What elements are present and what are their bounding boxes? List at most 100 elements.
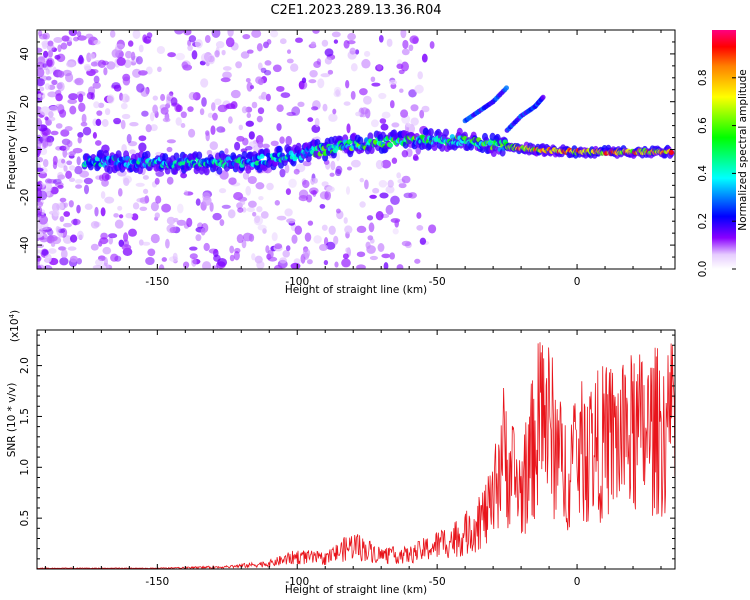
- spectrogram-cell: [321, 224, 328, 231]
- spectrogram-cell: [121, 113, 131, 120]
- spectrogram-y-tick-label: 20: [19, 95, 31, 108]
- spectrogram-cell: [60, 249, 68, 259]
- spectrogram-cell: [165, 238, 170, 249]
- spectrogram-cell: [335, 165, 343, 175]
- spectrogram-cell: [69, 165, 76, 171]
- spectrogram-cell: [241, 151, 248, 160]
- spectrogram-cell: [241, 239, 247, 249]
- spectrogram-cell: [175, 52, 186, 61]
- spectrogram-cell: [37, 181, 43, 192]
- spectrogram-cell: [44, 116, 49, 121]
- spectrogram-cell: [408, 89, 417, 98]
- spectrogram-cell: [77, 35, 87, 41]
- spectrogram-cell: [89, 53, 96, 60]
- spectrogram-cell: [229, 245, 235, 254]
- spectrogram-cell: [266, 39, 272, 45]
- spectrogram-cell: [94, 206, 99, 217]
- spectrogram-cell: [365, 241, 371, 250]
- spectrogram-cell: [45, 57, 55, 68]
- spectrogram-cell: [346, 123, 351, 134]
- spectrogram-cell: [38, 86, 45, 92]
- spectrogram-cell: [279, 257, 287, 264]
- spectrogram-cell: [92, 265, 103, 269]
- spectrogram-cell: [234, 141, 241, 151]
- spectrogram-cell: [78, 102, 86, 112]
- spectrogram-cell: [401, 240, 412, 247]
- spectrogram-cell: [74, 179, 83, 184]
- spectrogram-cell: [237, 196, 248, 202]
- spectrogram-cell: [81, 113, 87, 124]
- spectrogram-cell: [65, 61, 76, 68]
- spectrogram-cell: [220, 77, 231, 83]
- spectrogram-cell: [258, 195, 264, 201]
- spectrogram-cell: [123, 232, 129, 242]
- spectrogram-cell: [242, 171, 250, 180]
- spectrogram-cell: [355, 111, 361, 117]
- spectrogram-cell: [355, 49, 360, 55]
- spectrogram-cell: [284, 164, 290, 174]
- spectrogram-cell: [327, 69, 334, 75]
- spectrogram-cell: [396, 264, 404, 269]
- spectrogram-cell: [401, 175, 411, 184]
- spectrogram-cell: [254, 255, 263, 264]
- spectrogram-cell: [90, 69, 99, 74]
- spectrogram-cell: [170, 97, 178, 106]
- spectrogram-cell: [400, 30, 407, 39]
- spectrogram-cell: [370, 119, 379, 128]
- spectrogram-cell: [180, 122, 186, 129]
- spectrogram-cell: [182, 261, 190, 269]
- spectrogram-y-tick-label: 40: [19, 47, 31, 60]
- spectrogram-cell: [251, 253, 256, 261]
- spectrogram-cell: [48, 234, 58, 242]
- snr-panel: -150 -100 -50 0 0.5 1.0 1.5 2.0 Height of stra…: [6, 310, 676, 596]
- spectrogram-cell: [46, 178, 57, 184]
- spectrogram-cell: [279, 136, 285, 144]
- spectrogram-cell: [421, 53, 428, 63]
- spectrogram-cell: [142, 175, 149, 180]
- spectrogram-cell: [132, 68, 142, 78]
- spectrogram-cell: [62, 235, 73, 244]
- spectrogram-cell: [37, 201, 44, 208]
- spectrogram-cell: [77, 93, 84, 103]
- spectrogram-cell: [77, 230, 84, 240]
- spectrogram-cell: [214, 98, 222, 106]
- spectrogram-cell: [235, 61, 243, 69]
- spectrogram-cell: [214, 50, 220, 58]
- spectrogram-cell: [217, 257, 228, 267]
- spectrogram-cell: [361, 58, 371, 69]
- spectrogram-cell: [138, 142, 147, 152]
- spectrogram-cell: [56, 82, 63, 90]
- spectrogram-cell: [350, 90, 356, 100]
- spectrogram-cell: [138, 70, 148, 76]
- spectrogram-cell: [345, 247, 350, 253]
- spectrogram-cell: [221, 204, 231, 209]
- spectrogram-cell: [76, 156, 81, 166]
- spectrogram-cell: [161, 203, 172, 213]
- spectrogram-cell: [304, 232, 312, 242]
- spectrogram-cell: [443, 128, 449, 137]
- spectrogram-cell: [69, 255, 78, 263]
- spectrogram-cell: [286, 58, 294, 64]
- spectrogram-cell: [47, 248, 57, 254]
- spectrogram-cell: [260, 91, 268, 100]
- spectrogram-cell: [295, 142, 302, 151]
- spectrogram-cell: [251, 30, 262, 38]
- spectrogram-cell: [113, 84, 122, 92]
- spectrogram-cell: [264, 60, 272, 66]
- spectrogram-cell: [127, 140, 138, 147]
- spectrogram-cell: [274, 243, 283, 250]
- spectrogram-cell: [100, 191, 106, 199]
- spectrogram-cell: [68, 30, 78, 37]
- spectrogram-cell: [345, 186, 351, 195]
- spectrogram-cell: [57, 44, 62, 53]
- spectrogram-cell: [371, 82, 381, 87]
- snr-y-tick-label: 2.0: [19, 357, 31, 374]
- spectrogram-cell: [363, 95, 372, 105]
- spectrogram-cell: [182, 64, 193, 71]
- spectrogram-cell: [106, 94, 115, 104]
- spectrogram-cell: [343, 39, 350, 49]
- spectrogram-cell: [272, 64, 282, 73]
- spectrogram-cell: [113, 213, 119, 218]
- spectrogram-cell: [37, 93, 42, 99]
- spectrogram-cell: [186, 217, 193, 228]
